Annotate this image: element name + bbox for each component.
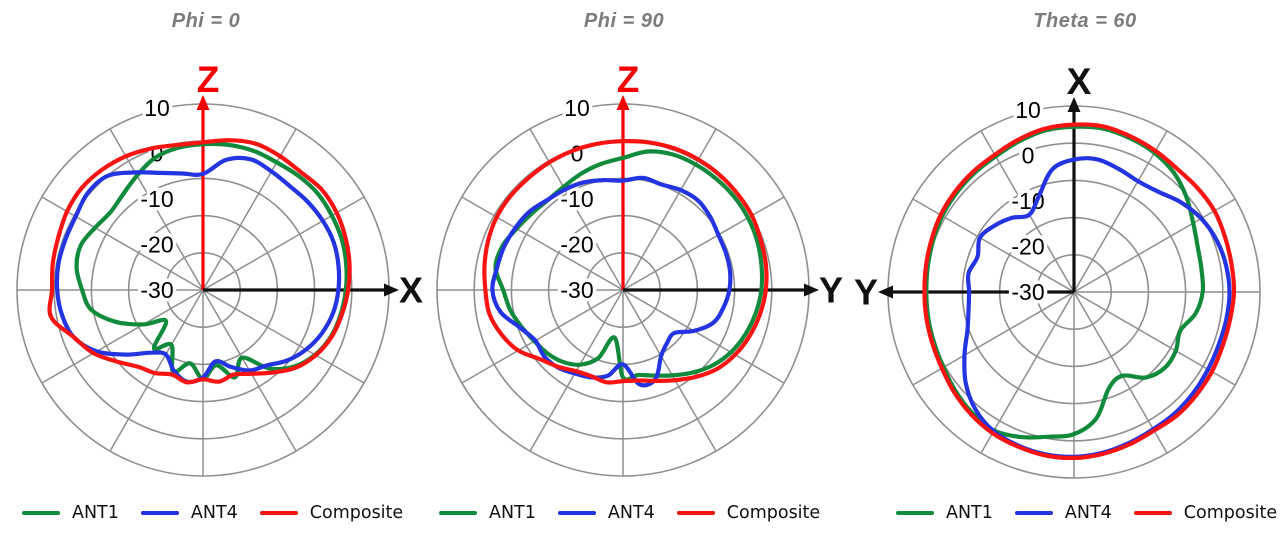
vertical-axis-label: X (1067, 61, 1092, 102)
radial-tick-label-10: 10 (564, 95, 590, 121)
ant1-line-swatch (896, 511, 934, 515)
curve-composite (482, 139, 769, 385)
plot-title-phi-90: Phi = 90 (583, 10, 665, 32)
vertical-axis-arrowhead-icon (1067, 97, 1081, 112)
curve-composite (47, 138, 352, 385)
legend-label-ant4: ANT4 (190, 503, 238, 523)
legend-item-ant4: ANT4 (1014, 503, 1112, 523)
radial-tick-label-10: 10 (144, 95, 170, 121)
ant1-line-swatch (439, 511, 477, 515)
vertical-axis-label: Z (617, 59, 640, 100)
plot-title-phi-0: Phi = 0 (171, 10, 241, 32)
ant4-line-swatch (140, 511, 179, 515)
radial-tick-label--30: -30 (140, 277, 173, 303)
radial-tick-label-10: 10 (1015, 97, 1041, 123)
legend-label-composite: Composite (1183, 503, 1278, 523)
composite-line-swatch (676, 511, 715, 515)
vertical-axis-arrowhead-icon (196, 95, 210, 110)
vertical-axis-arrowhead-icon (616, 95, 630, 110)
legend-item-ant4: ANT4 (140, 503, 238, 523)
horizontal-axis-arrowhead-icon (878, 285, 893, 299)
radial-tick-label--20: -20 (560, 232, 593, 258)
curve-ant4 (490, 175, 733, 388)
legend-item-composite: Composite (1133, 503, 1278, 523)
ant1-line-swatch (22, 511, 60, 515)
horizontal-axis-arrowhead-icon (804, 283, 819, 297)
composite-line-swatch (259, 511, 298, 515)
legend-item-ant1: ANT1 (896, 503, 993, 523)
radial-tick-label--30: -30 (1011, 279, 1044, 305)
radial-tick-label--30: -30 (560, 277, 593, 303)
ant4-line-swatch (1014, 511, 1053, 515)
radial-tick-label-0: 0 (571, 141, 584, 167)
legend-label-composite: Composite (309, 503, 404, 523)
legend-plot-2: ANT1 ANT4 Composite (439, 501, 842, 525)
radial-tick-label--10: -10 (560, 186, 593, 212)
horizontal-axis-label: X (399, 270, 423, 311)
legend-label-ant1: ANT1 (489, 503, 536, 523)
legend-plot-1: ANT1 ANT4 Composite (22, 501, 425, 525)
horizontal-axis-label: Y (854, 272, 878, 313)
legend-plot-3: ANT1 ANT4 Composite (896, 501, 1280, 525)
legend-label-ant4: ANT4 (1064, 503, 1112, 523)
ant4-line-swatch (557, 511, 596, 515)
curve-ant4 (54, 155, 342, 385)
legend-label-composite: Composite (726, 503, 821, 523)
legend-item-composite: Composite (259, 503, 404, 523)
composite-line-swatch (1133, 511, 1172, 515)
legend-label-ant1: ANT1 (946, 503, 993, 523)
legend-label-ant1: ANT1 (72, 503, 119, 523)
curve-composite (922, 122, 1237, 461)
radial-tick-label-0: 0 (1022, 143, 1035, 169)
horizontal-axis-arrowhead-icon (384, 283, 399, 297)
radial-tick-label--20: -20 (1011, 234, 1044, 260)
radial-tick-label--20: -20 (140, 232, 173, 258)
plot-title-theta-60: Theta = 60 (1033, 10, 1137, 32)
curve-ant1 (493, 149, 765, 382)
vertical-axis-label: Z (197, 59, 220, 100)
polar-plot-phi-90: Z Y 10 0 -10 -20 -30 (436, 56, 846, 477)
legend-item-ant1: ANT1 (439, 503, 536, 523)
legend-item-ant1: ANT1 (22, 503, 119, 523)
radial-tick-label--10: -10 (140, 186, 173, 212)
legend-item-ant4: ANT4 (557, 503, 655, 523)
horizontal-axis-label: Y (819, 270, 843, 311)
legend-label-ant4: ANT4 (607, 503, 655, 523)
legend-item-composite: Composite (676, 503, 821, 523)
